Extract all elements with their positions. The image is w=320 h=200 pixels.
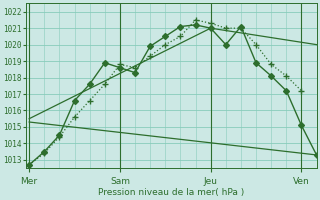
X-axis label: Pression niveau de la mer( hPa ): Pression niveau de la mer( hPa ): [98, 188, 244, 197]
